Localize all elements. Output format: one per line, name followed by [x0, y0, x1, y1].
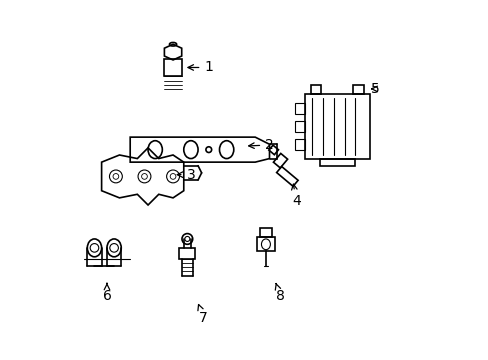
Text: 2: 2: [248, 138, 273, 152]
Text: 3: 3: [177, 168, 195, 182]
Text: 4: 4: [291, 184, 300, 208]
Text: 8: 8: [275, 283, 284, 303]
Text: 7: 7: [198, 305, 207, 324]
Text: 6: 6: [102, 283, 111, 303]
Text: 1: 1: [187, 60, 213, 75]
Text: 5: 5: [370, 82, 379, 96]
